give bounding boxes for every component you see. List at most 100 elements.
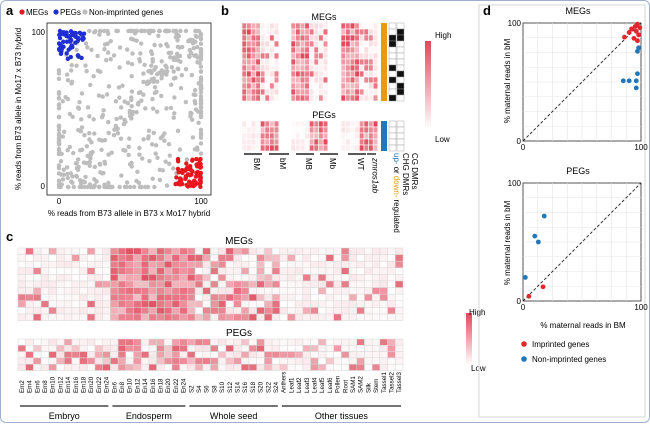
heatmap-cell: [290, 40, 296, 48]
non-imprinted-point: [198, 57, 204, 62]
heatmap-cell: [246, 126, 252, 134]
non-imprinted-point: [177, 147, 183, 152]
heatmap-cell: [354, 58, 360, 66]
heatmap-cell: [395, 307, 404, 315]
dmr-cell: [388, 144, 397, 152]
heatmap-cell: [294, 357, 304, 365]
heatmap-cell: [310, 254, 319, 262]
heatmap-cell: [256, 274, 265, 282]
dmr-cell: [388, 138, 397, 146]
heatmap-cell: [110, 254, 119, 262]
heatmap-cell: [287, 267, 296, 275]
heatmap-cell: [148, 260, 157, 269]
heatmap-cell: [273, 70, 280, 78]
heatmap-cell: [310, 351, 319, 359]
non-imprinted-point: [194, 34, 200, 40]
non-imprinted-point: [117, 65, 122, 70]
heatmap-cell: [241, 280, 250, 288]
heatmap-cell: [309, 126, 315, 134]
heatmap-cell: [395, 338, 404, 346]
heatmap-cell: [309, 70, 315, 78]
heatmap-cell: [79, 293, 88, 302]
heatmap-cell: [294, 345, 304, 352]
heatmap-cell: [202, 274, 211, 282]
imprinted-point: [540, 284, 546, 290]
dmr-cell: [388, 52, 397, 60]
heatmap-cell: [271, 351, 281, 359]
heatmap-cell: [110, 338, 119, 346]
heatmap-cell: [313, 40, 319, 48]
non-imprinted-point: [87, 159, 92, 165]
heatmap-cell: [279, 247, 288, 255]
heatmap-cell: [210, 293, 219, 302]
heatmap-cell: [187, 254, 196, 262]
heatmap-cell: [304, 94, 310, 102]
heatmap-cell: [241, 58, 247, 66]
heatmap-cell: [248, 267, 257, 275]
heatmap-cell: [94, 280, 103, 288]
legend-megs: MEGs: [26, 8, 48, 17]
heatmap-cell: [295, 58, 301, 66]
heatmap-cell: [313, 120, 319, 128]
heatmap-cell: [40, 307, 50, 315]
sample-label: En16: [150, 378, 157, 393]
heatmap-cell: [87, 287, 96, 295]
heatmap-cell: [94, 307, 103, 315]
heatmap-cell: [299, 120, 306, 128]
heatmap-cell: [25, 293, 34, 302]
heatmap-cell: [48, 351, 57, 359]
non-imprinted-point: [137, 152, 142, 157]
heatmap-cell: [348, 363, 358, 371]
heatmap-cell: [368, 40, 374, 48]
sample-label: En6: [111, 381, 118, 393]
heatmap-cell: [325, 300, 334, 308]
non-imprinted-point: [99, 138, 105, 143]
heatmap-cell: [313, 82, 319, 90]
heatmap-cell: [164, 357, 173, 365]
non-imprinted-point: [79, 91, 85, 96]
heatmap-cell: [255, 88, 261, 96]
non-imprinted-point: [64, 72, 70, 77]
heatmap-cell: [48, 280, 57, 288]
heatmap-cell: [194, 267, 204, 275]
heatmap-cell: [299, 82, 306, 90]
heatmap-cell: [148, 280, 157, 288]
dmr-cell: [396, 22, 405, 30]
heatmap-cell: [348, 338, 358, 346]
heatmap-cell: [290, 88, 296, 96]
heatmap-cell: [302, 287, 311, 295]
non-imprinted-point: [134, 28, 140, 34]
heatmap-cell: [194, 287, 204, 295]
heatmap-cell: [364, 260, 373, 269]
heatmap-cell: [379, 247, 388, 255]
heatmap-cell: [364, 254, 373, 262]
heatmap-cell: [395, 300, 404, 308]
non-imprinted-point: [128, 36, 134, 41]
panel-b-heatmap: [241, 22, 405, 152]
heatmap-cell: [313, 70, 319, 78]
non-imprinted-point: [150, 59, 156, 64]
heatmap-cell: [325, 293, 334, 302]
heatmap-cell: [318, 22, 324, 30]
non-imprinted-point: [633, 78, 639, 84]
non-imprinted-point: [196, 120, 201, 126]
heatmap-cell: [148, 338, 157, 346]
non-imprinted-point: [117, 95, 122, 100]
heatmap-cell: [187, 274, 196, 282]
heatmap-cell: [187, 247, 196, 255]
heatmap-cell: [117, 313, 127, 321]
heatmap-cell: [364, 313, 373, 321]
heatmap-cell: [309, 76, 315, 84]
sample-label: Em2: [19, 380, 26, 393]
heatmap-cell: [290, 46, 296, 54]
heatmap-cell: [110, 345, 119, 352]
heatmap-cell: [79, 254, 88, 262]
heatmap-cell: [79, 363, 88, 371]
panel-d-pegs-xlabel: % maternal reads in BM: [540, 321, 626, 330]
heatmap-cell: [349, 22, 356, 30]
non-imprinted-point: [113, 123, 119, 129]
heatmap-cell: [233, 338, 242, 346]
non-imprinted-point: [56, 96, 62, 101]
non-imprinted-point: [106, 119, 111, 125]
non-imprinted-point: [97, 184, 102, 189]
